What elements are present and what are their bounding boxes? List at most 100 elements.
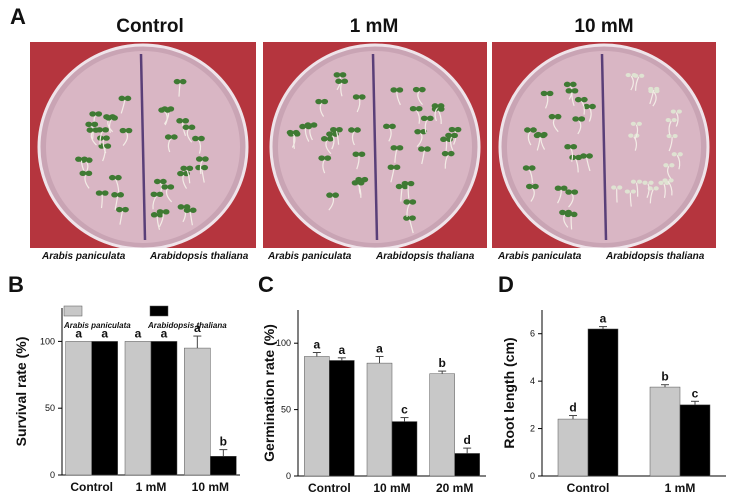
- seedling-root: [331, 134, 335, 150]
- significance-letter: d: [569, 401, 576, 415]
- seedling: [414, 128, 428, 148]
- species-label-right-1mm: Arabidopsis thaliana: [376, 251, 475, 262]
- seedling-leaf: [315, 98, 323, 105]
- seedling-leaf: [117, 192, 125, 198]
- seedling: [418, 146, 431, 165]
- seedling-leaf: [352, 94, 360, 100]
- seedling-leaf: [669, 163, 675, 168]
- seedling-root: [335, 130, 340, 145]
- condition-title-10mm: 10 mM: [574, 16, 634, 37]
- seedling-leaf: [570, 143, 578, 150]
- seedling-leaf: [105, 115, 112, 121]
- seedling-root: [536, 136, 541, 151]
- seedling-root: [201, 168, 205, 183]
- seedling-root: [408, 218, 414, 234]
- seedling-leaf: [415, 105, 423, 112]
- seedling-root: [322, 158, 326, 174]
- bar: [557, 418, 589, 477]
- seedling-leaf: [671, 117, 677, 123]
- seedling-leaf: [101, 190, 109, 196]
- seedling-root: [633, 136, 638, 151]
- seedling-root: [406, 202, 411, 218]
- seedling-leaf: [324, 155, 332, 161]
- panel-letter: B: [8, 272, 24, 297]
- x-tick-label: 10 mM: [192, 480, 229, 494]
- seedling-leaf: [431, 103, 439, 109]
- seedling: [648, 86, 660, 105]
- seedling: [315, 98, 329, 117]
- seedling-root: [570, 215, 573, 230]
- seedling-leaf: [351, 180, 359, 186]
- seedling-leaf: [554, 113, 562, 120]
- seedling-leaf: [153, 178, 161, 185]
- seedling-root: [119, 210, 124, 225]
- seedling-leaf: [418, 146, 425, 152]
- seedling: [412, 86, 426, 106]
- seedling-leaf: [201, 164, 209, 171]
- seedling-leaf: [339, 72, 347, 78]
- seedling-leaf: [161, 184, 169, 190]
- seedling-root: [588, 107, 592, 122]
- seedling: [630, 179, 643, 197]
- legend-label: Arabis paniculata: [63, 321, 131, 330]
- seedling-leaf: [569, 81, 577, 88]
- petri-dish-1mm: [263, 42, 487, 248]
- seedling-root: [114, 178, 120, 193]
- petri-dish-divider: [139, 53, 147, 241]
- seedling-leaf: [630, 179, 637, 184]
- seedling: [150, 191, 164, 210]
- seedling-leaf: [668, 178, 674, 183]
- seedling-leaf: [85, 121, 93, 128]
- seedling-root: [577, 119, 582, 135]
- seedling: [420, 115, 434, 134]
- seedling: [286, 129, 300, 148]
- seedling: [383, 123, 396, 142]
- seedling-leaf: [401, 180, 409, 187]
- seedling: [574, 96, 588, 115]
- seedling-root: [197, 139, 202, 154]
- seedling-leaf: [653, 186, 659, 191]
- seedling-leaf: [95, 111, 103, 117]
- seedling-root: [675, 112, 679, 127]
- seedling: [663, 163, 675, 181]
- seedling-root: [527, 130, 532, 146]
- seedling-leaf: [354, 127, 361, 133]
- significance-letter: a: [101, 326, 108, 340]
- bar: [65, 341, 92, 476]
- species-label-right-10mm: Arabidopsis thaliana: [606, 251, 705, 262]
- seedling: [390, 87, 404, 106]
- seedling-root: [304, 127, 310, 142]
- seedling: [119, 127, 133, 146]
- seedling-leaf: [648, 86, 654, 91]
- seedling-root: [199, 159, 203, 175]
- seedling-root: [167, 137, 172, 153]
- seedling-root: [165, 187, 173, 203]
- legend-label: Arabidopsis thaliana: [147, 321, 227, 330]
- seedling: [580, 153, 593, 172]
- seedling-leaf: [631, 73, 637, 78]
- seedling-leaf: [571, 88, 579, 94]
- seedling-leaf: [320, 136, 328, 142]
- seedling-leaf: [671, 152, 677, 157]
- seedling-leaf: [286, 129, 294, 136]
- seedling: [173, 78, 187, 97]
- seedling: [403, 215, 416, 234]
- seedling-root: [356, 155, 360, 170]
- seedling-root: [325, 139, 332, 155]
- seedling-leaf: [409, 105, 417, 112]
- seedling: [670, 109, 682, 127]
- seedling-leaf: [164, 134, 172, 140]
- condition-title-1mm: 1 mM: [349, 16, 399, 37]
- seedling-leaf: [636, 121, 642, 126]
- seedling-root: [571, 91, 575, 106]
- seedling-leaf: [403, 215, 410, 221]
- seedling: [533, 132, 547, 151]
- seedling-root: [102, 138, 107, 154]
- seedling-leaf: [630, 121, 636, 126]
- seedling-leaf: [336, 126, 343, 133]
- seedling-leaf: [186, 165, 194, 172]
- seedling: [105, 115, 118, 134]
- seedling-leaf: [447, 150, 455, 157]
- seedling-leaf: [104, 143, 112, 149]
- seedling-leaf: [522, 165, 530, 171]
